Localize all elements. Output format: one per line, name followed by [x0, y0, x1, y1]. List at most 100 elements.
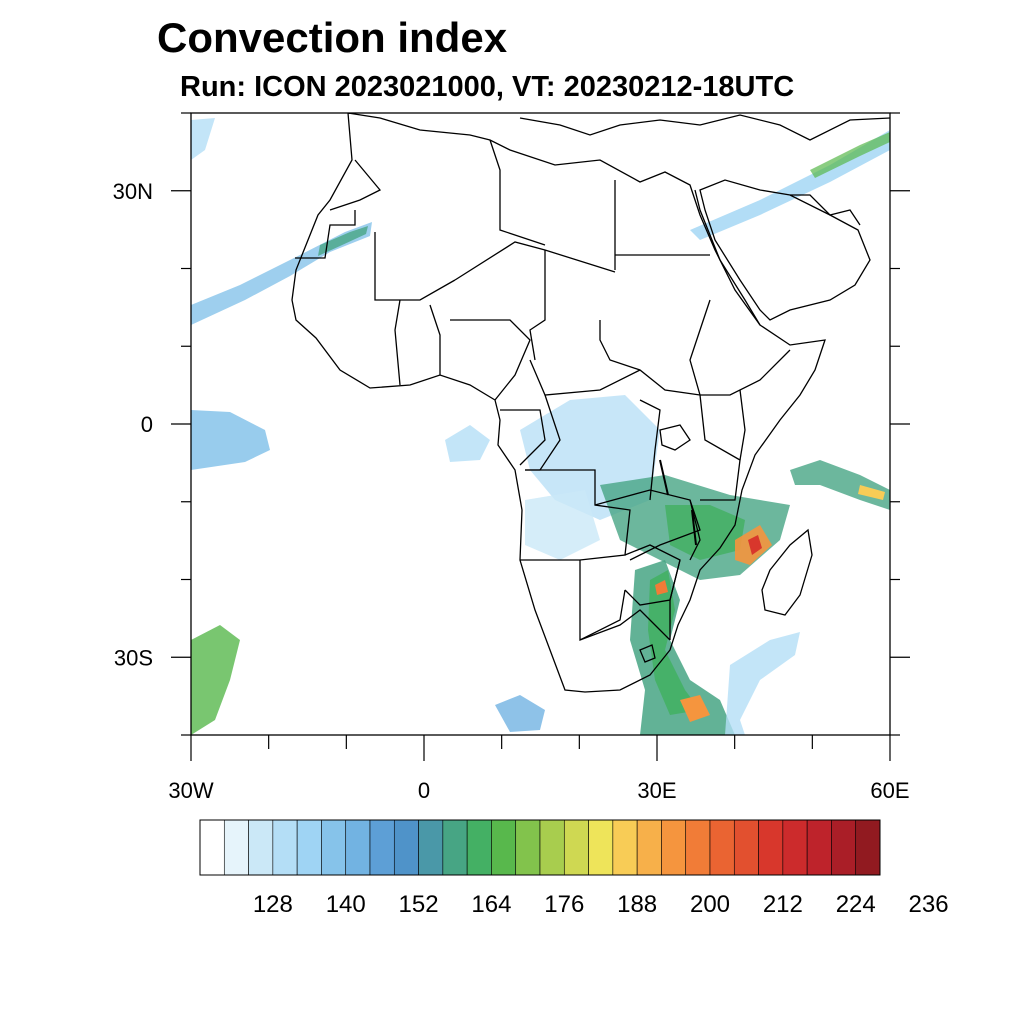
- field-gulf-guinea: [445, 425, 490, 462]
- y-tick-label: 30S: [114, 645, 153, 670]
- geography-layer: [291, 113, 890, 693]
- field-band-northwest-core: [318, 226, 368, 256]
- colorbar-label: 152: [399, 891, 439, 918]
- border-sudan-south: [599, 320, 701, 396]
- colorbar-label: 212: [763, 891, 803, 918]
- field-zambia-core: [665, 505, 745, 560]
- field-southwest: [191, 625, 240, 735]
- field-nw-corner: [191, 118, 215, 160]
- colorbar-swatch: [491, 819, 517, 876]
- colorbar-label: 176: [544, 891, 584, 918]
- border-nigeria: [450, 319, 531, 401]
- colorbar-outline: [199, 819, 881, 876]
- axis-ticks: [171, 112, 910, 761]
- colorbar-swatch: [223, 819, 249, 876]
- colorbar-swatch: [199, 819, 225, 876]
- colorbar-swatch: [758, 819, 784, 876]
- border-west-africa-1: [394, 299, 401, 386]
- madagascar: [761, 528, 813, 616]
- colorbar-swatch: [588, 819, 614, 876]
- y-tick-label: 0: [141, 412, 153, 437]
- colorbar-swatch: [612, 819, 638, 876]
- persian-gulf-coast: [790, 194, 861, 226]
- colorbar-labels: 128 140 152 164 176 188 200 212 224 236: [253, 891, 949, 918]
- field-equatorial-atlantic: [191, 410, 270, 470]
- colorbar-swatch: [345, 819, 371, 876]
- colorbar-swatch: [563, 819, 589, 876]
- field-southeast-plume: [725, 632, 800, 735]
- arabian-peninsula: [699, 179, 871, 321]
- colorbar-label: 128: [253, 891, 293, 918]
- field-indian-ocean-orange: [858, 485, 885, 500]
- colorbar-swatch: [733, 819, 759, 876]
- border-west-africa-2: [429, 304, 441, 375]
- axis-tick-labels: 30W 0 30E 60E 30N 0 30S: [113, 179, 910, 803]
- border-ethiopia: [689, 299, 791, 396]
- border-sudan-chad: [529, 250, 546, 361]
- x-tick-label: 30W: [168, 778, 213, 803]
- colorbar-swatch: [636, 819, 662, 876]
- colorbar-label: 224: [836, 891, 876, 918]
- lake-victoria: [659, 424, 691, 451]
- border-tanzania: [699, 394, 741, 501]
- border-morocco-algeria: [329, 159, 382, 211]
- border-cameroon-car: [529, 359, 641, 396]
- colorbar-label: 200: [690, 891, 730, 918]
- border-algeria-south: [374, 232, 456, 301]
- colorbar-swatch: [515, 819, 541, 876]
- border-somalia: [739, 389, 746, 461]
- colorbar-label: 236: [909, 891, 949, 918]
- border-mali-niger: [454, 241, 616, 281]
- x-tick-label: 60E: [870, 778, 909, 803]
- colorbar-swatch: [272, 819, 298, 876]
- border-drc-east: [639, 399, 661, 501]
- mediterranean-north-coast: [519, 114, 890, 141]
- border-namibia-botswana: [579, 560, 626, 642]
- red-sea: [694, 189, 761, 326]
- plot-subtitle: Run: ICON 2023021000, VT: 20230212-18UTC: [180, 71, 795, 103]
- field-angola: [525, 490, 600, 560]
- colorbar-swatch: [685, 819, 711, 876]
- colorbar-swatch: [661, 819, 687, 876]
- x-tick-label: 0: [418, 778, 430, 803]
- lake-malawi: [691, 509, 697, 546]
- convection-field-layer: [191, 118, 890, 735]
- colorbar-swatch: [442, 819, 468, 876]
- colorbar-label: 188: [617, 891, 657, 918]
- field-mozambique-red: [748, 535, 762, 555]
- field-southern-hotspot-small: [655, 580, 668, 595]
- colorbar-swatch: [393, 819, 419, 876]
- field-southern-hotspot: [680, 695, 710, 722]
- colorbar-swatch: [466, 819, 492, 876]
- x-tick-label: 30E: [637, 778, 676, 803]
- colorbar-label: 140: [326, 891, 366, 918]
- colorbar-swatch: [418, 819, 444, 876]
- field-southern-core: [648, 570, 700, 715]
- colorbar-label: 164: [471, 891, 511, 918]
- colorbar-swatch: [782, 819, 808, 876]
- western-sahara-border: [295, 210, 356, 259]
- border-congo-gabon: [500, 409, 546, 466]
- colorbar-swatch: [369, 819, 395, 876]
- africa-coastline: [291, 113, 826, 693]
- colorbar-swatch: [855, 819, 881, 876]
- colorbar-swatch: [296, 819, 322, 876]
- lake-tanganyika: [659, 459, 669, 496]
- field-south-atlantic: [495, 695, 545, 732]
- colorbar-swatch: [709, 819, 735, 876]
- y-tick-label: 30N: [113, 179, 153, 204]
- plot-title: Convection index: [157, 14, 508, 61]
- field-arabia-core: [810, 132, 890, 178]
- colorbar-swatch: [248, 819, 274, 876]
- colorbar-swatch: [321, 819, 347, 876]
- border-south-africa: [579, 609, 671, 641]
- field-arabia-band: [690, 130, 890, 240]
- lesotho: [639, 644, 656, 663]
- field-indian-ocean-band: [790, 460, 890, 510]
- colorbar-swatch: [831, 819, 857, 876]
- colorbar-swatch: [539, 819, 565, 876]
- colorbar: [199, 819, 881, 876]
- border-mozambique: [669, 559, 681, 640]
- colorbar-swatch: [806, 819, 832, 876]
